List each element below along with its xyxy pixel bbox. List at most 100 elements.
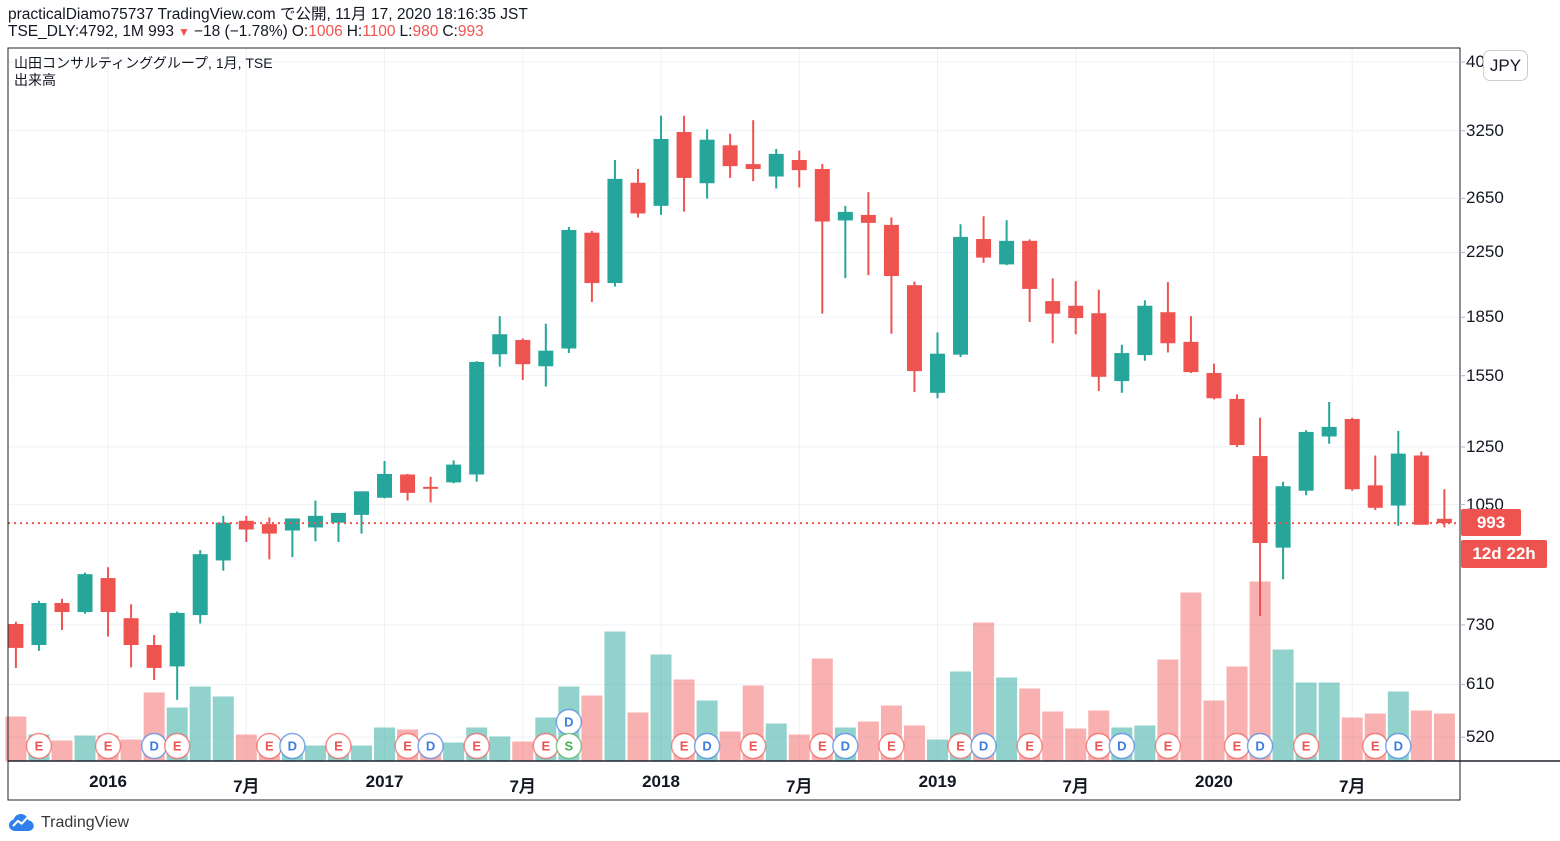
split-marker[interactable]: S <box>555 732 583 760</box>
volume-bar <box>857 721 879 762</box>
time-tick-label: 7月 <box>233 777 260 796</box>
candle-body <box>1160 312 1176 344</box>
dividend-marker[interactable]: D <box>1246 732 1274 760</box>
earnings-marker[interactable]: E <box>25 732 53 760</box>
volume-bar <box>5 716 27 762</box>
earnings-marker[interactable]: E <box>739 732 767 760</box>
earnings-marker[interactable]: E <box>394 732 421 760</box>
svg-text:D: D <box>288 739 297 754</box>
earnings-marker[interactable]: E <box>94 732 122 760</box>
candle-body <box>906 285 922 372</box>
candle-body <box>100 578 116 613</box>
svg-text:E: E <box>541 739 550 754</box>
candle-body <box>469 361 485 475</box>
dividend-marker[interactable]: D <box>1385 732 1412 760</box>
publish-info-line: practicalDiamo75737 TradingView.com で公開,… <box>8 6 528 23</box>
candle-body <box>8 624 24 648</box>
candle-body <box>768 153 784 177</box>
svg-text:D: D <box>564 715 573 730</box>
svg-text:D: D <box>1117 739 1126 754</box>
candle-body <box>192 554 208 616</box>
volume-bar <box>374 727 396 762</box>
time-tick-label: 2016 <box>89 772 127 791</box>
svg-text:E: E <box>403 739 412 754</box>
volume-bar <box>512 741 534 762</box>
candle-body <box>837 211 853 221</box>
candle-body <box>976 239 992 258</box>
earnings-marker[interactable]: E <box>1154 732 1182 760</box>
candle-body <box>653 138 669 206</box>
candle-body <box>354 491 369 515</box>
price-tick-label: 520 <box>1466 727 1495 747</box>
price-change: −18 (−1.78%) <box>193 23 288 40</box>
time-tick-label: 2017 <box>365 772 404 791</box>
candle-body <box>953 236 969 355</box>
symbol-title: TSE_DLY:4792, 1M 993 <box>8 23 175 40</box>
dividend-marker[interactable]: D <box>555 708 583 736</box>
candle-body <box>492 334 508 355</box>
earnings-marker[interactable]: E <box>463 732 490 760</box>
dividend-marker[interactable]: D <box>970 732 997 760</box>
earnings-marker[interactable]: E <box>809 732 836 760</box>
candle-body <box>1045 301 1061 314</box>
svg-text:E: E <box>1371 739 1380 754</box>
price-tick-label: 1550 <box>1466 365 1504 385</box>
volume-bar <box>627 712 649 762</box>
candle-body <box>77 574 93 613</box>
earnings-marker[interactable]: E <box>1085 732 1113 760</box>
svg-text:E: E <box>1233 739 1242 754</box>
currency-toggle-button[interactable]: JPY <box>1483 50 1528 81</box>
dividend-marker[interactable]: D <box>832 732 859 760</box>
candle-body <box>423 486 439 489</box>
earnings-marker[interactable]: E <box>878 732 905 760</box>
earnings-marker[interactable]: E <box>532 732 560 760</box>
svg-text:E: E <box>472 739 481 754</box>
earnings-marker[interactable]: E <box>1016 732 1043 760</box>
tradingview-logo[interactable]: TradingView <box>8 813 129 832</box>
volume-bar <box>765 723 787 762</box>
volume-bar <box>1272 649 1294 762</box>
price-tick-label: 1250 <box>1466 436 1504 456</box>
volume-bar <box>996 677 1018 762</box>
price-tick-label: 610 <box>1466 674 1495 694</box>
earnings-marker[interactable]: E <box>163 732 191 760</box>
dividend-marker[interactable]: D <box>279 732 306 760</box>
candle-body <box>169 612 185 667</box>
candle-body <box>54 602 70 613</box>
earnings-marker[interactable]: E <box>947 732 974 760</box>
candle-body <box>584 232 600 284</box>
dividend-marker[interactable]: D <box>693 732 721 760</box>
volume-bar <box>120 739 142 762</box>
volume-bar <box>719 731 741 762</box>
price-down-arrow-icon: ▼ <box>178 25 190 39</box>
open-value: O:1006 <box>291 23 343 40</box>
price-tick-label: 2650 <box>1466 188 1504 208</box>
candle-body <box>1321 426 1337 437</box>
earnings-marker[interactable]: E <box>670 732 698 760</box>
volume-bar <box>973 622 995 762</box>
dividend-marker[interactable]: D <box>140 732 168 760</box>
candle-body <box>307 515 323 528</box>
volume-bar <box>1180 592 1202 762</box>
dividend-marker[interactable]: D <box>417 732 444 760</box>
volume-bar <box>443 742 465 762</box>
earnings-marker[interactable]: E <box>325 732 352 760</box>
time-tick-label: 2020 <box>1195 772 1233 791</box>
earnings-marker[interactable]: E <box>1223 732 1251 760</box>
volume-bar <box>581 695 603 762</box>
candle-body <box>883 224 899 277</box>
candle-body <box>1114 353 1130 382</box>
candle-body <box>1390 453 1406 506</box>
candle-body <box>515 339 531 365</box>
svg-text:E: E <box>956 739 965 754</box>
earnings-marker[interactable]: E <box>1362 732 1389 760</box>
earnings-marker[interactable]: E <box>256 732 283 760</box>
candle-body <box>1275 486 1291 548</box>
candle-body <box>1137 305 1153 356</box>
close-value: C:993 <box>442 23 484 40</box>
candle-body <box>630 182 646 214</box>
svg-text:D: D <box>841 739 850 754</box>
dividend-marker[interactable]: D <box>1108 732 1136 760</box>
earnings-marker[interactable]: E <box>1292 732 1320 760</box>
